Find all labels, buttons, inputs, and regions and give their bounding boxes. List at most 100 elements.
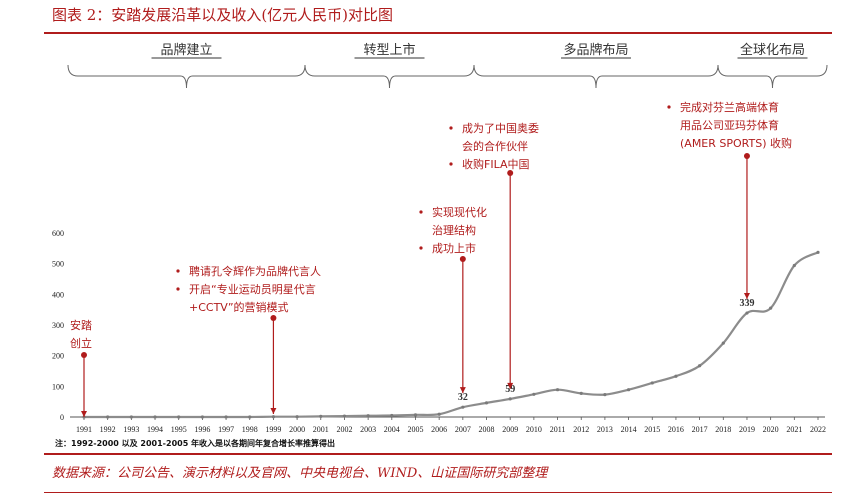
bullet-dot	[419, 246, 423, 250]
y-tick-label: 200	[52, 352, 64, 361]
phase-label: 全球化布局	[740, 42, 805, 58]
x-tick-label: 2013	[597, 425, 613, 434]
annotation-dot	[743, 153, 750, 159]
bracket-right	[186, 64, 306, 89]
phase-label: 品牌建立	[160, 42, 212, 58]
revenue-point	[437, 412, 441, 416]
x-tick-label: 2005	[407, 425, 423, 434]
x-tick-label: 2000	[289, 425, 305, 434]
bracket-left	[67, 64, 187, 89]
x-tick-label: 2021	[786, 425, 802, 434]
revenue-point	[295, 415, 299, 419]
x-tick-label: 1991	[76, 425, 92, 434]
annotation-line: +CCTV”的营销模式	[189, 300, 289, 314]
x-tick-label: 2011	[550, 425, 566, 434]
bracket-right	[389, 64, 475, 89]
x-tick-label: 1994	[147, 425, 163, 434]
bullet-dot	[449, 126, 453, 130]
revenue-point	[461, 405, 465, 409]
annotation-arrow	[270, 408, 277, 414]
annotation-line: 收购FILA中国	[462, 157, 529, 171]
annotation-arrow	[743, 293, 750, 300]
annotation-line: 成功上市	[432, 241, 476, 255]
x-tick-label: 1998	[242, 425, 258, 434]
bottom-rule	[44, 453, 832, 455]
phase-label: 多品牌布局	[563, 42, 628, 58]
revenue-point	[413, 413, 418, 417]
annotation-line: 治理结构	[432, 223, 476, 237]
bracket-left	[473, 64, 597, 89]
revenue-point	[555, 388, 560, 392]
figure-title: 图表 2：安踏发展沿革以及收入(亿元人民币)对比图	[52, 6, 394, 24]
annotation-dot	[270, 315, 277, 321]
top-rule	[44, 32, 832, 34]
revenue-point	[650, 381, 654, 385]
revenue-point	[816, 250, 820, 254]
revenue-point	[319, 414, 323, 418]
annotation-dot	[459, 256, 466, 262]
bullet-dot	[176, 287, 180, 291]
x-tick-label: 2006	[431, 425, 447, 434]
revenue-series: 32 59 339	[82, 250, 820, 419]
revenue-point	[129, 415, 133, 419]
chart-axes: 0 100 200 300 400 500 600 1991 1992 1993 1994 1995 1…	[52, 229, 826, 434]
x-tick-label: 1997	[218, 425, 234, 434]
revenue-point	[769, 306, 773, 310]
annotation-line: 用品公司亚玛芬体育	[680, 118, 779, 132]
revenue-point	[153, 415, 157, 419]
bullet-dot	[667, 105, 671, 109]
revenue-point	[532, 392, 536, 396]
chart-note: 注：1992-2000 以及 2001-2005 年收入是以各期间年复合增长率推…	[55, 438, 335, 448]
x-tick-label: 2009	[502, 425, 518, 434]
x-tick-label: 2004	[384, 425, 400, 434]
revenue-point	[200, 415, 204, 419]
annotation-line: 成为了中国奥委	[462, 121, 539, 135]
x-tick-label: 2020	[763, 425, 779, 434]
x-tick-label: 1996	[194, 425, 210, 434]
revenue-point	[106, 415, 110, 419]
phase-label: 转型上市	[363, 42, 415, 58]
revenue-point	[792, 263, 796, 268]
annotation-line: 聘请孔令辉作为品牌代言人	[189, 264, 321, 278]
revenue-point	[271, 415, 276, 419]
annotation-arrow	[81, 411, 87, 417]
y-tick-label: 600	[52, 229, 64, 238]
x-tick-label: 2007	[455, 425, 471, 434]
annotation-line: 完成对芬兰高端体育	[680, 100, 779, 114]
data-label: 32	[458, 392, 468, 403]
x-tick-label: 1993	[123, 425, 139, 434]
bullet-dot	[176, 269, 180, 273]
annotation-line: 开启“专业运动员明星代言	[189, 282, 316, 296]
source-text: 数据来源：公司公告、演示材料以及官网、中央电视台、WIND、山证国际研究部整理	[52, 466, 548, 481]
revenue-point	[248, 415, 252, 419]
revenue-point	[603, 393, 607, 397]
data-label: 59	[505, 384, 515, 395]
revenue-line	[83, 251, 819, 419]
y-tick-label: 500	[52, 260, 64, 269]
bracket-right	[772, 64, 828, 89]
revenue-point	[579, 391, 583, 395]
x-tick-label: 1999	[265, 425, 281, 434]
annotation-line: (AMER SPORTS) 收购	[680, 136, 792, 150]
phase-brackets: 品牌建立 转型上市 多品牌布局 全球化布局	[67, 42, 828, 89]
x-tick-label: 2008	[479, 425, 495, 434]
x-tick-label: 2002	[336, 425, 352, 434]
revenue-point	[224, 415, 228, 419]
bullet-dot	[449, 162, 453, 166]
annotation-arrow	[507, 382, 514, 389]
bracket-right	[595, 64, 719, 89]
revenue-point	[508, 397, 512, 401]
y-tick-label: 300	[52, 321, 64, 330]
x-tick-label: 2014	[621, 425, 637, 434]
x-tick-label: 2015	[644, 425, 660, 434]
revenue-point	[177, 415, 181, 419]
x-tick-label: 2001	[313, 425, 329, 434]
annotation-dot	[507, 170, 514, 176]
annotation-dot	[81, 352, 87, 358]
revenue-point	[745, 311, 749, 315]
annotation-line: 会的合作伙伴	[462, 139, 528, 153]
y-tick-label: 400	[52, 290, 64, 299]
x-tick-label: 2019	[739, 425, 755, 434]
bullet-dot	[419, 210, 423, 214]
